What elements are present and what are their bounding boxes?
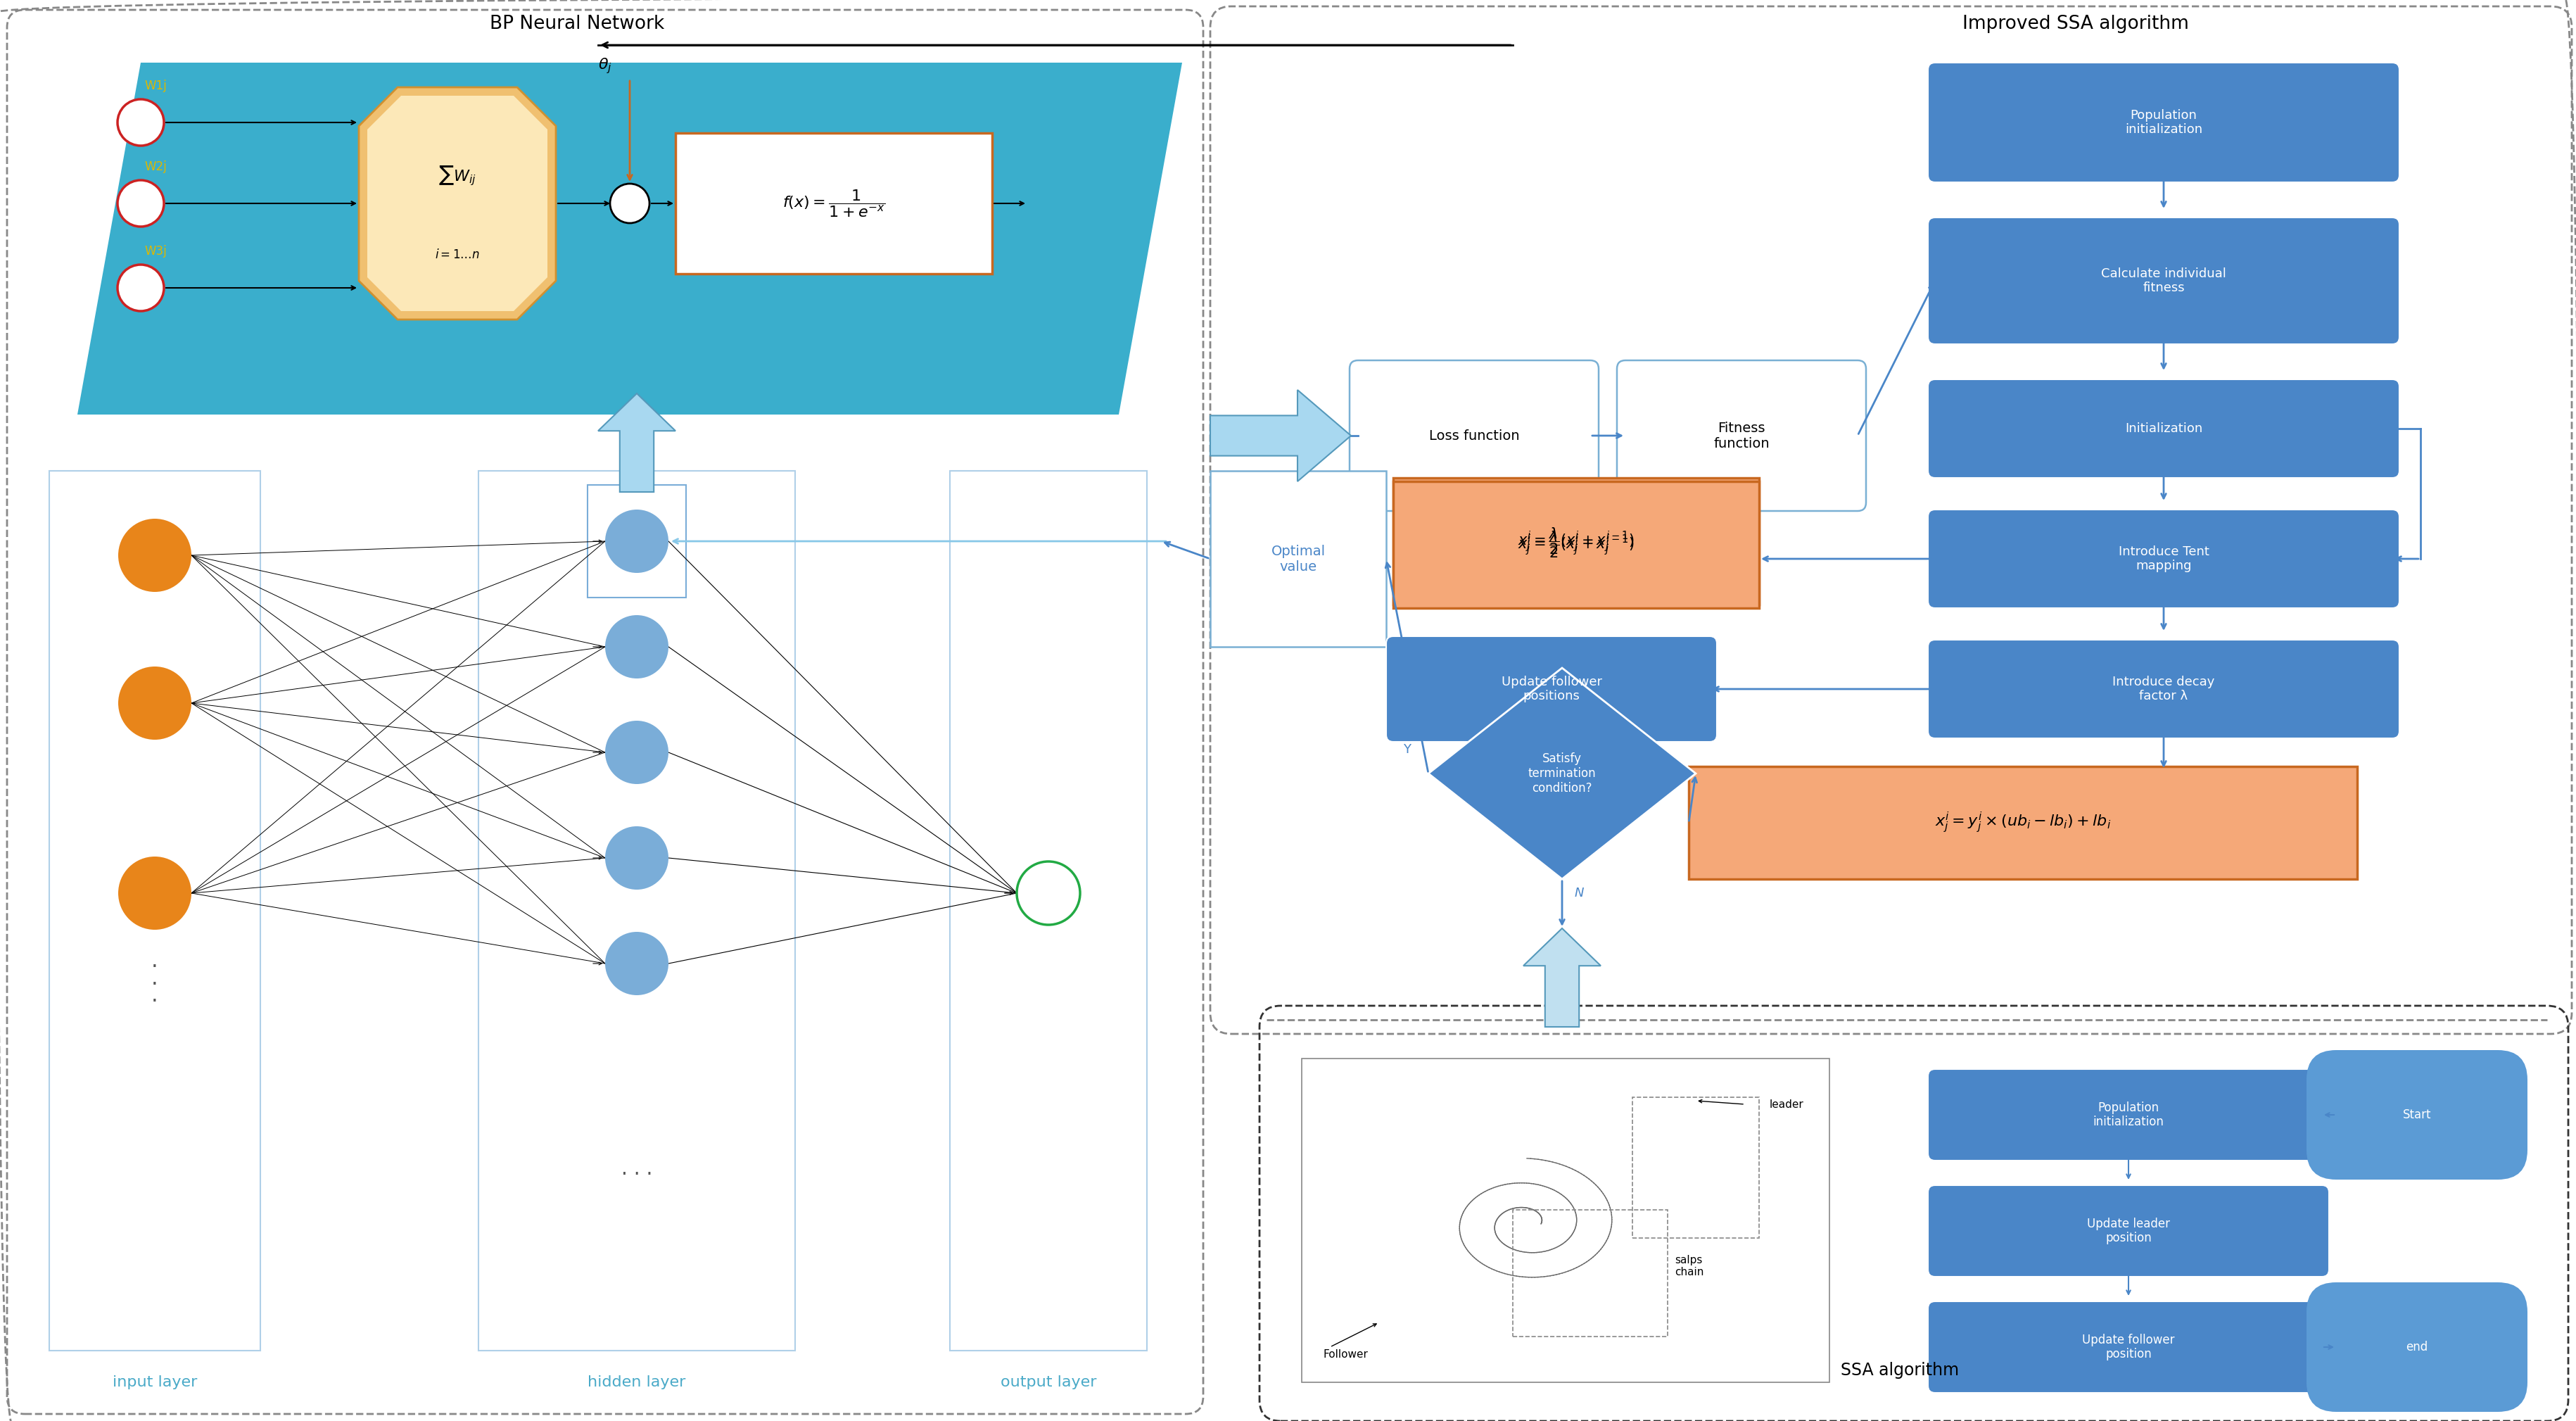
Polygon shape <box>77 63 1182 415</box>
Circle shape <box>118 857 191 929</box>
Circle shape <box>118 666 191 740</box>
FancyBboxPatch shape <box>1927 1069 2329 1161</box>
Polygon shape <box>1427 668 1695 880</box>
Circle shape <box>118 519 191 593</box>
Text: Population
initialization: Population initialization <box>2092 1101 2164 1128</box>
FancyBboxPatch shape <box>1350 361 1597 512</box>
Text: $x_j^i = \dfrac{\lambda}{2}(x_j^i + x_j^{i-1})$: $x_j^i = \dfrac{\lambda}{2}(x_j^i + x_j^… <box>1517 530 1633 560</box>
Bar <box>1211 470 1386 647</box>
Bar <box>1633 1097 1759 1238</box>
Text: salps
chain: salps chain <box>1674 1255 1703 1277</box>
Text: end: end <box>2406 1341 2427 1353</box>
Text: W2j: W2j <box>144 161 167 173</box>
Circle shape <box>605 720 667 784</box>
Text: W3j: W3j <box>144 244 167 257</box>
Bar <box>587 485 685 598</box>
FancyBboxPatch shape <box>2306 1050 2527 1179</box>
Circle shape <box>605 615 667 678</box>
Bar <box>1512 1209 1667 1337</box>
Text: $x_j^i = \dfrac{\lambda}{2}(x_j^i + x_j^{i-1})$: $x_j^i = \dfrac{\lambda}{2}(x_j^i + x_j^… <box>1517 526 1633 556</box>
Polygon shape <box>368 95 546 311</box>
Polygon shape <box>358 87 556 320</box>
Circle shape <box>118 180 165 226</box>
Bar <box>1394 477 1759 604</box>
Text: Update follower
position: Update follower position <box>2081 1333 2174 1361</box>
Text: W1j: W1j <box>144 80 167 92</box>
Circle shape <box>605 826 667 890</box>
Polygon shape <box>1211 389 1350 482</box>
FancyBboxPatch shape <box>1618 361 1865 512</box>
FancyBboxPatch shape <box>1927 639 2398 739</box>
FancyBboxPatch shape <box>1927 1185 2329 1276</box>
Text: Introduce decay
factor λ: Introduce decay factor λ <box>2112 675 2215 703</box>
Bar <box>675 134 992 274</box>
Text: leader: leader <box>1770 1098 1803 1110</box>
Text: Improved SSA algorithm: Improved SSA algorithm <box>1963 14 2190 33</box>
Text: $\sum W_{ij}$: $\sum W_{ij}$ <box>438 163 477 188</box>
Circle shape <box>611 183 649 223</box>
Text: $f(x)=\dfrac{1}{1+e^{-x}}$: $f(x)=\dfrac{1}{1+e^{-x}}$ <box>783 188 886 219</box>
Text: $x_j^i = y_j^i \times (ub_i - lb_i) + lb_i$: $x_j^i = y_j^i \times (ub_i - lb_i) + lb… <box>1935 810 2110 836</box>
Bar <box>951 470 1146 1350</box>
Polygon shape <box>598 394 675 492</box>
Bar <box>479 470 796 1350</box>
FancyBboxPatch shape <box>1927 510 2398 608</box>
Text: Introduce Tent
mapping: Introduce Tent mapping <box>2117 546 2208 573</box>
Circle shape <box>118 99 165 146</box>
Text: ·
·
·: · · · <box>152 958 157 1012</box>
FancyBboxPatch shape <box>2306 1282 2527 1412</box>
Text: Update follower
positions: Update follower positions <box>1502 675 1602 703</box>
Text: Satisfy
termination
condition?: Satisfy termination condition? <box>1528 753 1595 794</box>
Bar <box>1687 766 2357 880</box>
Text: Calculate individual
fitness: Calculate individual fitness <box>2099 267 2226 294</box>
Text: $i=1\ldots n$: $i=1\ldots n$ <box>435 249 479 261</box>
FancyBboxPatch shape <box>1927 1302 2329 1393</box>
FancyBboxPatch shape <box>1927 379 2398 477</box>
FancyBboxPatch shape <box>1386 637 1716 742</box>
Text: Fitness
function: Fitness function <box>1713 421 1770 450</box>
Circle shape <box>605 932 667 995</box>
Text: input layer: input layer <box>113 1376 198 1390</box>
Text: hidden layer: hidden layer <box>587 1376 685 1390</box>
Text: SSA algorithm: SSA algorithm <box>1839 1361 1958 1378</box>
Text: output layer: output layer <box>999 1376 1097 1390</box>
Bar <box>1301 1059 1829 1383</box>
Text: Optimal
value: Optimal value <box>1270 544 1324 573</box>
Circle shape <box>1018 861 1079 925</box>
Text: Update leader
position: Update leader position <box>2087 1218 2169 1245</box>
Polygon shape <box>1522 928 1600 1027</box>
Text: N: N <box>1574 887 1584 899</box>
Bar <box>1394 482 1759 608</box>
Circle shape <box>118 264 165 311</box>
Bar <box>49 470 260 1350</box>
Circle shape <box>605 510 667 573</box>
Text: · · ·: · · · <box>621 1165 652 1185</box>
Text: Population
initialization: Population initialization <box>2125 109 2202 136</box>
Text: Start: Start <box>2401 1108 2432 1121</box>
Text: Follower: Follower <box>1321 1349 1368 1360</box>
Text: $\theta_j$: $\theta_j$ <box>598 57 613 75</box>
Text: BP Neural Network: BP Neural Network <box>489 14 665 33</box>
Text: Initialization: Initialization <box>2125 422 2202 435</box>
Text: Loss function: Loss function <box>1430 429 1520 442</box>
FancyBboxPatch shape <box>1927 217 2398 344</box>
Text: Y: Y <box>1404 743 1412 756</box>
FancyBboxPatch shape <box>1927 63 2398 182</box>
